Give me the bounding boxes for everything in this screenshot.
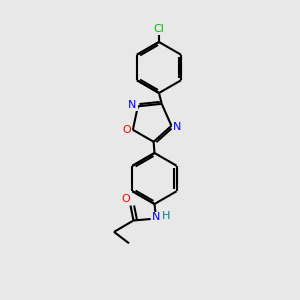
Text: O: O	[122, 125, 130, 135]
Text: H: H	[162, 211, 171, 221]
Text: N: N	[173, 122, 181, 132]
Text: O: O	[122, 194, 130, 205]
Text: N: N	[152, 212, 160, 223]
Text: N: N	[128, 100, 136, 110]
Text: Cl: Cl	[154, 24, 164, 34]
